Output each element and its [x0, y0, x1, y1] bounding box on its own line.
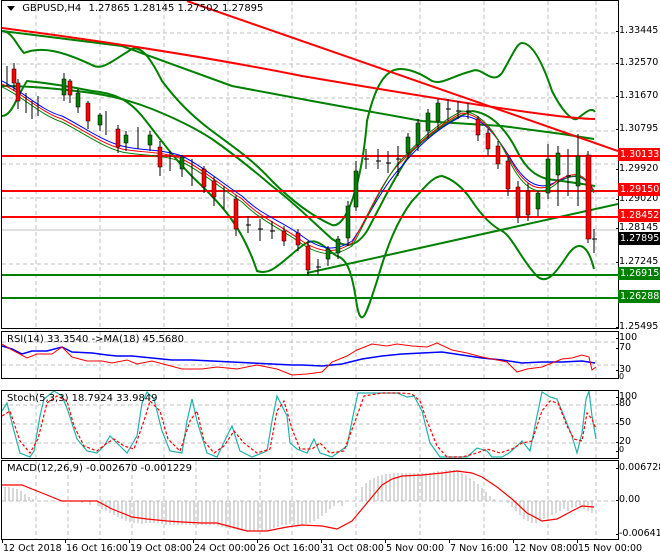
- price-tick: 1.33445: [615, 25, 659, 36]
- rsi-canvas: [2, 332, 618, 378]
- candlesticks: [6, 63, 597, 276]
- stochastic-panel[interactable]: Stoch(5,3,3) 18.7924 33.9849: [1, 390, 619, 459]
- time-label: 15 Nov 00:00: [576, 539, 643, 554]
- stoch-tick: 20: [615, 436, 632, 447]
- price-tick: 1.27245: [615, 256, 659, 267]
- price-tick: 1.28145: [615, 222, 659, 233]
- time-label: 5 Nov 00:00: [384, 539, 445, 554]
- price-axis: 1.33445 1.32570 1.31670 1.30795 1.29920 …: [615, 0, 660, 332]
- support-label-2: 1.26288: [618, 290, 660, 303]
- stoch-main-line: [2, 391, 597, 458]
- price-tick: 1.29920: [615, 163, 659, 174]
- stoch-tick: 50: [615, 417, 632, 428]
- macd-axis: 0.006728 0.00 -0.006412: [615, 460, 660, 539]
- price-tick: 1.30795: [615, 123, 659, 134]
- current-price-label: 1.27895: [618, 232, 660, 245]
- rsi-tick: 70: [615, 342, 632, 353]
- macd-tick: 0.006728: [615, 462, 660, 473]
- rsi-line: [2, 342, 597, 376]
- macd-title: MACD(12,26,9) -0.002670 -0.001229: [7, 463, 192, 474]
- time-axis: 12 Oct 2018 16 Oct 16:00 19 Oct 08:00 24…: [0, 539, 642, 560]
- rsi-panel[interactable]: RSI(14) 33.3540 ->MA(18) 45.5680: [1, 331, 619, 379]
- chart-header: GBPUSD,H4 1.27865 1.28145 1.27502 1.2789…: [7, 3, 263, 14]
- stoch-signal-line: [2, 392, 597, 458]
- ma-fast-line: [2, 80, 595, 249]
- price-chart-canvas: [2, 1, 618, 328]
- time-label: 31 Oct 08:00: [321, 539, 384, 554]
- macd-signal-line: [2, 470, 595, 532]
- rsi-tick: 30: [615, 364, 632, 375]
- ma-mid-line: [2, 83, 595, 252]
- price-chart-panel[interactable]: GBPUSD,H4 1.27865 1.28145 1.27502 1.2789…: [1, 0, 619, 329]
- stoch-tick: 80: [615, 398, 632, 409]
- descending-trendline: [186, 1, 618, 152]
- price-tick: 1.29020: [615, 193, 659, 204]
- time-label: 12 Nov 08:00: [512, 539, 579, 554]
- stoch-canvas: [2, 391, 618, 458]
- rsi-title: RSI(14) 33.3540 ->MA(18) 45.5680: [7, 334, 184, 345]
- macd-panel[interactable]: MACD(12,26,9) -0.002670 -0.001229: [1, 460, 619, 540]
- support-label-1: 1.26915: [618, 267, 660, 280]
- macd-canvas: [2, 461, 618, 539]
- rising-trendline: [306, 203, 618, 274]
- macd-histogram: [4, 470, 593, 531]
- symbol-timeframe: GBPUSD,H4: [22, 3, 82, 14]
- time-label: 26 Oct 16:00: [257, 539, 320, 554]
- rsi-tick: 100: [615, 332, 638, 343]
- time-label: 16 Oct 16:00: [65, 539, 128, 554]
- price-tick: 1.25495: [615, 321, 659, 332]
- macd-tick: 0.00: [615, 494, 641, 505]
- long-ma-line: [2, 27, 596, 120]
- time-label: 12 Oct 2018: [2, 539, 62, 554]
- resistance-label-2: 1.29150: [618, 183, 660, 196]
- stoch-tick: 100: [615, 391, 638, 402]
- rsi-axis: 100 70 30 0: [615, 331, 660, 381]
- stoch-axis: 100 80 50 20 0: [615, 390, 660, 457]
- price-tick: 1.31670: [615, 90, 659, 101]
- resistance-label-1: 1.30133: [618, 148, 660, 161]
- time-label: 19 Oct 08:00: [129, 539, 192, 554]
- macd-tick: -0.006412: [616, 528, 660, 539]
- time-label: 7 Nov 16:00: [448, 539, 509, 554]
- dropdown-triangle-icon[interactable]: [7, 5, 15, 11]
- rsi-tick: 0: [615, 372, 625, 381]
- stoch-title: Stoch(5,3,3) 18.7924 33.9849: [7, 393, 158, 404]
- price-tick: 1.32570: [615, 57, 659, 68]
- time-label: 24 Oct 00:00: [193, 539, 256, 554]
- rsi-ma-line: [2, 345, 596, 367]
- stoch-tick: 0: [615, 445, 625, 454]
- ohlc-values: 1.27865 1.28145 1.27502 1.27895: [88, 3, 264, 14]
- resistance-label-3: 1.28452: [618, 209, 660, 222]
